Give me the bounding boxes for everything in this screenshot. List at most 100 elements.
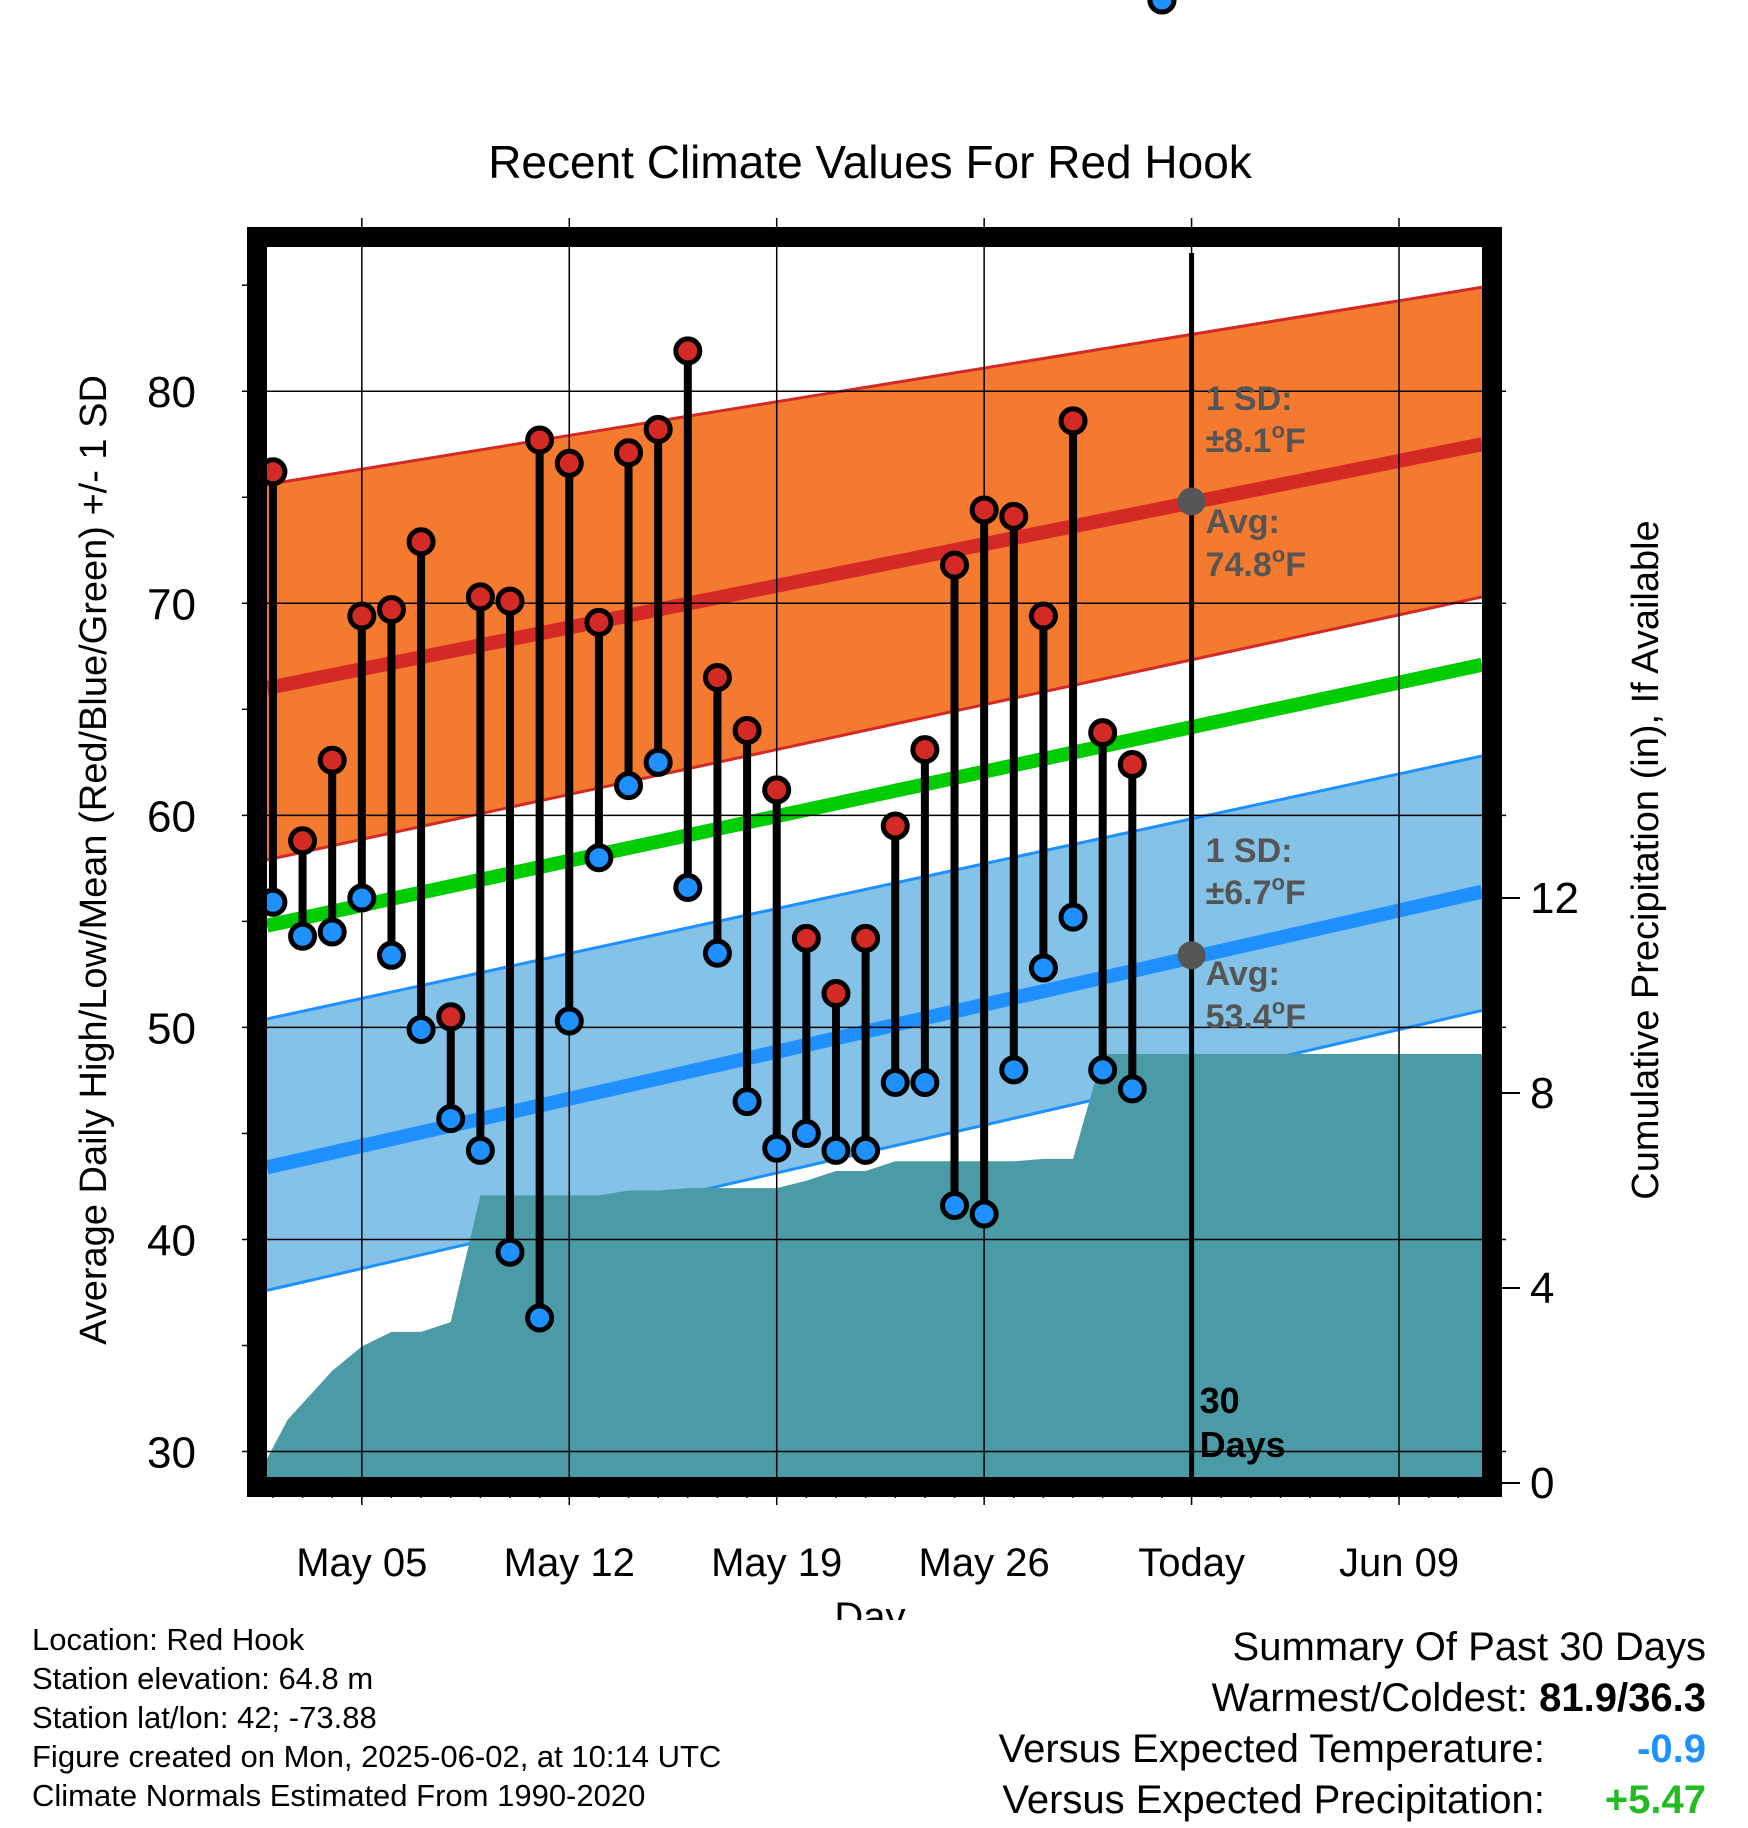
x-tick-label: Jun 09: [1339, 1541, 1459, 1585]
high-avg-annotation-unit: F: [1285, 546, 1306, 584]
high-point: [821, 978, 851, 1008]
y2-tick-label: 12: [1530, 874, 1579, 923]
y-tick-label: 40: [147, 1216, 196, 1265]
low-point: [1117, 1074, 1147, 1104]
high-sd-annotation-line1: 1 SD:: [1206, 380, 1293, 418]
x-tick-label: May 26: [919, 1541, 1050, 1585]
low-point: [347, 883, 377, 913]
high-sd-annotation-degree: o: [1272, 418, 1285, 443]
y2-axis-label: Cumulative Precipitation (in), If Availa…: [1625, 520, 1667, 1199]
y-axis-label: Average Daily High/Low/Mean (Red/Blue/Gr…: [73, 375, 115, 1345]
high-point: [732, 716, 762, 746]
high-point: [465, 582, 495, 612]
chart-title: Recent Climate Values For Red Hook: [488, 136, 1253, 188]
low-point: [554, 1006, 584, 1036]
low-avg-annotation-line2: 53.4oF: [1206, 994, 1306, 1036]
low-point: [288, 921, 318, 951]
high-point: [791, 923, 821, 953]
y2-tick-label: 4: [1530, 1264, 1554, 1313]
low-point: [1147, 0, 1177, 15]
high-point: [554, 448, 584, 478]
high-point: [584, 607, 614, 637]
low-normal-line: [265, 884, 1484, 1175]
low-point: [1028, 953, 1058, 983]
y2-tick-label: 8: [1530, 1069, 1554, 1118]
y-tick-label: 50: [147, 1004, 196, 1053]
low-sd-band-upper-edge: [266, 754, 1483, 1021]
precip-row: Versus Expected Precipitation: +5.47: [999, 1775, 1706, 1826]
high-sd-annotation-unit: F: [1285, 422, 1306, 460]
high-point: [1058, 406, 1088, 436]
high-point: [880, 811, 910, 841]
summary-title: Summary Of Past 30 Days: [1232, 1625, 1706, 1669]
high-point: [762, 775, 792, 805]
x-axis-label: Day: [834, 1595, 905, 1620]
high-sd-band-upper-edge: [266, 285, 1483, 486]
low-point: [880, 1068, 910, 1098]
y-tick-label: 80: [147, 368, 196, 417]
y-tick-label: 70: [147, 580, 196, 629]
station-metadata: Location: Red Hook Station elevation: 64…: [32, 1620, 721, 1815]
x-tick-label: May 12: [504, 1541, 635, 1585]
x-tick-label: May 05: [296, 1541, 427, 1585]
low-point: [406, 1015, 436, 1045]
high-point: [1117, 749, 1147, 779]
low-avg-annotation-line1: Avg:: [1206, 955, 1280, 993]
warm-cold-value: 81.9/36.3: [1539, 1676, 1706, 1720]
location-text: Location: Red Hook: [32, 1622, 305, 1657]
high-point: [702, 663, 732, 692]
high-point: [376, 595, 406, 625]
precipitation-area: [267, 1054, 1482, 1477]
high-point: [614, 438, 644, 468]
low-point: [673, 872, 703, 902]
x-tick-label: May 19: [711, 1541, 842, 1585]
high-point: [495, 586, 525, 616]
plot-frame: [247, 227, 1502, 1497]
low-point: [1058, 902, 1088, 932]
period-label-days: Days: [1200, 1424, 1286, 1465]
high-avg-annotation-line1: Avg:: [1206, 503, 1280, 541]
temp-row: Versus Expected Temperature: -0.9: [999, 1724, 1706, 1775]
high-point: [1028, 601, 1058, 631]
low-sd-annotation-unit: F: [1285, 874, 1306, 912]
low-sd-annotation: 1 SD:±6.7oF: [1206, 832, 1306, 912]
x-tick-label: Today: [1138, 1541, 1245, 1585]
low-sd-annotation-line2: ±6.7oF: [1206, 870, 1306, 912]
high-point: [673, 336, 703, 366]
high-point: [999, 501, 1029, 531]
high-point: [851, 923, 881, 953]
created-text: Figure created on Mon, 2025-06-02, at 10…: [32, 1739, 722, 1774]
latlon-text: Station lat/lon: 42; -73.88: [32, 1700, 377, 1735]
period-label-number: 30: [1200, 1380, 1240, 1421]
low-point: [702, 938, 732, 968]
low-point: [762, 1133, 792, 1163]
y2-tick-label: 0: [1530, 1459, 1554, 1508]
mean-normal-line: [265, 657, 1484, 933]
normals-text: Climate Normals Estimated From 1990-2020: [32, 1778, 646, 1813]
high-normal-line: [265, 437, 1484, 695]
high-point: [288, 826, 318, 856]
low-point: [791, 1118, 821, 1148]
high-point: [969, 495, 999, 525]
high-point: [436, 1002, 466, 1032]
high-point: [643, 414, 673, 444]
high-point: [406, 527, 436, 557]
low-point: [376, 940, 406, 970]
warm-cold-row: Warmest/Coldest: 81.9/36.3: [999, 1673, 1706, 1724]
high-avg-annotation-degree: o: [1272, 542, 1285, 567]
high-avg-marker: [1177, 487, 1206, 516]
y-tick-label: 30: [147, 1429, 196, 1478]
precip-label: Versus Expected Precipitation:: [1002, 1778, 1545, 1822]
low-point: [940, 1191, 970, 1221]
low-point: [1088, 1055, 1118, 1085]
low-point: [910, 1068, 940, 1098]
low-avg-annotation: Avg:53.4oF: [1206, 955, 1306, 1036]
high-point: [1088, 718, 1118, 748]
y-tick-label: 60: [147, 792, 196, 841]
temp-label: Versus Expected Temperature:: [998, 1727, 1545, 1771]
high-point: [317, 745, 347, 775]
high-avg-annotation-line2: 74.8oF: [1206, 542, 1306, 584]
low-point: [999, 1055, 1029, 1085]
low-sd-annotation-degree: o: [1272, 870, 1285, 895]
